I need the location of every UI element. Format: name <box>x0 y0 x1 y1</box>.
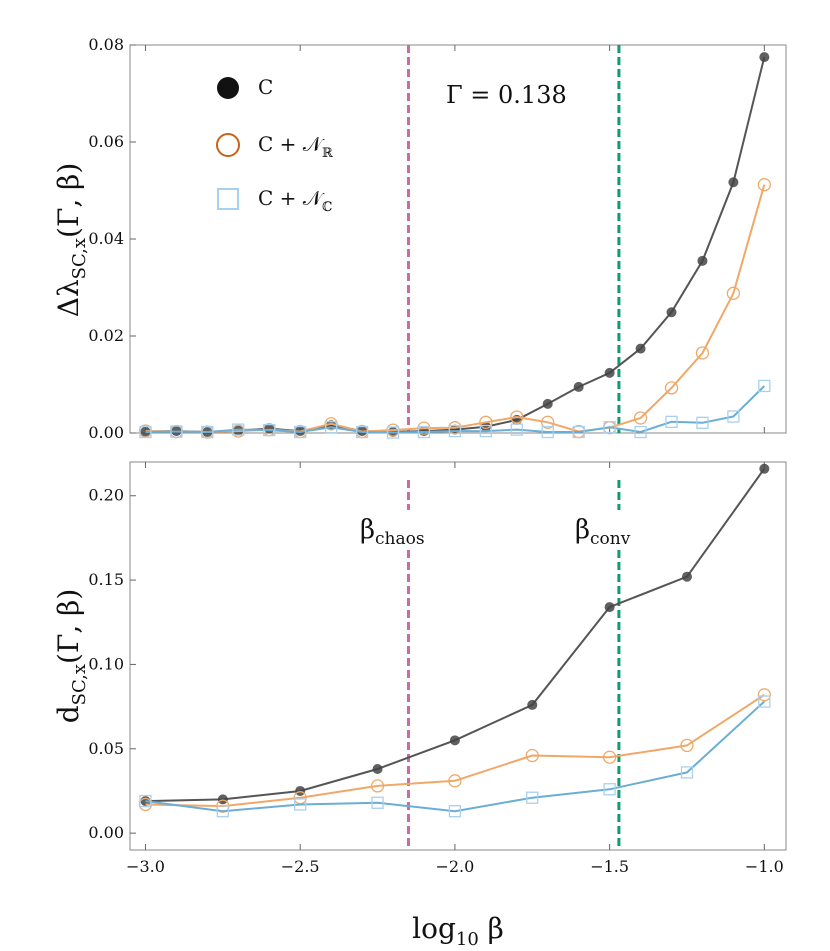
legend-label-c: C <box>258 75 273 99</box>
data-point-nc <box>139 794 152 808</box>
data-point-nc <box>294 425 307 439</box>
data-point-c <box>480 421 491 432</box>
data-point-nc <box>603 783 616 796</box>
data-point-nc <box>417 425 431 439</box>
data-point-c <box>295 785 306 796</box>
y-tick-label: 0.20 <box>88 486 124 505</box>
data-point-nr <box>633 411 648 425</box>
data-point-nc <box>727 410 740 423</box>
data-point-c <box>759 52 770 63</box>
legend-marker-nr <box>216 133 240 157</box>
series-line-c <box>145 468 766 803</box>
top-panel: 0.00 0.02 0.04 0.06 0.08 <box>88 35 787 442</box>
data-point-nr <box>664 381 679 395</box>
data-point-nc <box>479 424 492 438</box>
y-tick-label: 0.00 <box>88 823 124 842</box>
data-point-c <box>372 764 383 775</box>
top-y-axis-label: ΔλSC,x(Γ, β) <box>52 163 90 318</box>
y-tick-label: 0.05 <box>88 739 124 758</box>
data-point-nc <box>665 415 678 428</box>
data-point-c <box>604 602 615 613</box>
bottom-y-axis-label: dSC,x(Γ, β) <box>52 589 90 724</box>
data-point-nc <box>139 425 152 439</box>
data-point-c <box>140 426 151 437</box>
data-point-nc <box>355 425 369 439</box>
data-point-nr <box>479 415 493 429</box>
data-point-nc <box>371 796 384 809</box>
data-point-c <box>573 381 584 392</box>
y-tick-label: 0.15 <box>88 570 124 589</box>
data-point-nc <box>603 421 616 434</box>
series-line-nr <box>145 693 765 808</box>
data-point-c <box>728 177 739 188</box>
series-line-nc <box>145 700 765 813</box>
data-point-nc <box>680 766 694 779</box>
data-point-nr <box>525 748 539 763</box>
data-point-nr <box>541 415 555 429</box>
x-tick-label: −3.0 <box>126 857 165 876</box>
data-point-nc <box>758 695 771 708</box>
data-point-nr <box>757 178 771 192</box>
y-tick-label: 0.10 <box>88 654 124 673</box>
data-point-c <box>635 343 646 354</box>
data-point-nr <box>370 779 385 793</box>
data-point-nc <box>294 798 307 811</box>
data-point-nc <box>263 423 276 437</box>
data-point-c <box>666 307 677 318</box>
data-point-nc <box>510 423 523 436</box>
y-tick-label: 0.08 <box>88 35 124 54</box>
bottom-plot-frame <box>129 461 787 851</box>
y-tick-label: 0.02 <box>88 326 124 345</box>
data-point-c <box>697 255 708 266</box>
legend-label-nr: C + 𝒩ℝ <box>258 132 334 161</box>
data-point-nc <box>232 423 245 436</box>
y-tick-label: 0.00 <box>88 423 124 442</box>
data-point-nr <box>680 738 694 753</box>
x-axis-label: log10 β <box>412 912 504 950</box>
data-point-c <box>604 367 615 378</box>
data-point-nc <box>634 425 647 439</box>
data-point-nr <box>448 774 462 788</box>
data-point-nr <box>726 286 741 300</box>
gamma-annotation: Γ = 0.138 <box>446 81 567 109</box>
data-point-c <box>681 571 692 582</box>
x-tick-label: −1.0 <box>745 857 784 876</box>
x-tick-label: −1.5 <box>590 857 629 876</box>
data-point-nc <box>386 426 400 439</box>
data-point-nc <box>201 425 214 439</box>
x-tick-label: −2.5 <box>281 857 320 876</box>
data-point-nc <box>541 425 554 439</box>
legend-marker-nc <box>217 188 239 210</box>
legend-label-nc: C + 𝒩ℂ <box>258 186 332 215</box>
data-point-nr <box>510 410 524 424</box>
y-tick-label: 0.04 <box>88 229 124 248</box>
legend-marker-c <box>217 77 239 99</box>
data-point-nc <box>324 421 338 434</box>
data-point-c <box>759 463 770 474</box>
beta-chaos-label: βchaos <box>360 515 425 549</box>
data-point-c <box>527 699 538 710</box>
y-tick-label: 0.06 <box>88 132 124 151</box>
series-line-nc <box>145 385 766 434</box>
data-point-c <box>542 398 553 409</box>
bottom-panel: 0.00 0.05 0.10 0.15 0.20 −3.0 −2.5 −2.0 −1.5 −1.… <box>88 461 787 876</box>
data-point-nr <box>695 346 710 360</box>
data-point-nc <box>696 416 709 429</box>
data-point-nc <box>758 379 771 393</box>
data-point-nr <box>757 688 771 702</box>
data-point-nc <box>216 805 229 818</box>
data-point-nc <box>448 424 462 438</box>
data-point-nc <box>526 791 539 804</box>
data-point-nc <box>448 805 462 818</box>
beta-conv-label: βconv <box>575 515 631 549</box>
data-point-c <box>449 735 460 746</box>
series-line-c <box>145 56 766 434</box>
x-tick-label: −2.0 <box>435 857 474 876</box>
data-point-c <box>217 794 228 805</box>
data-point-nc <box>572 425 585 439</box>
data-point-nc <box>170 425 183 438</box>
legend: C C + 𝒩ℝ C + 𝒩ℂ <box>216 75 334 215</box>
data-point-nr <box>602 750 617 764</box>
